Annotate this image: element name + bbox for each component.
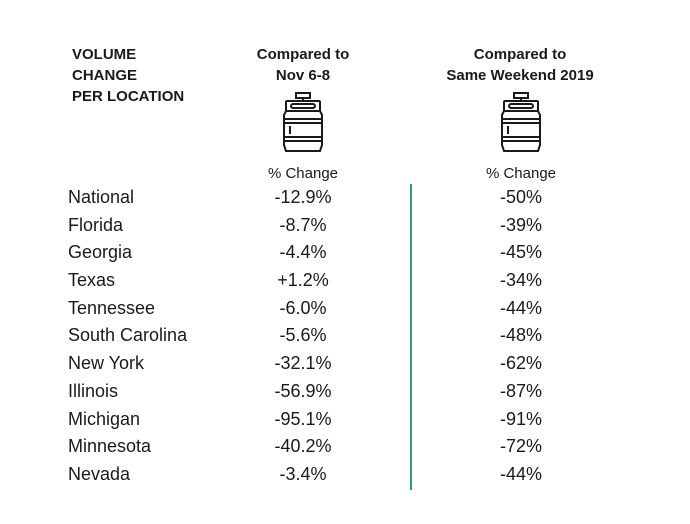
table-row: Florida -8.7% -39% [0,212,690,240]
title-line: CHANGE [72,67,138,84]
vs-nov-cell: -3.4% [279,463,327,484]
location-cell: Illinois [68,380,119,401]
column-divider [410,184,412,490]
table-row: Georgia -4.4% -45% [0,239,690,267]
column-subheader: % Change [485,165,557,182]
vs-nov-cell: -5.6% [279,325,327,346]
column-subheader: % Change [267,165,339,182]
vs-nov-cell: -4.4% [279,242,327,263]
column-header-nov: Compared to Nov 6-8 [228,44,378,86]
vs-nov-cell: -56.9% [274,380,332,401]
vs-nov-cell: -32.1% [274,353,332,374]
table-row: Minnesota -40.2% -72% [0,433,690,461]
location-cell: National [68,187,135,207]
column-header-line: Same Weekend 2019 [446,67,594,84]
vs-2019-cell: -62% [499,353,543,374]
data-table: National -12.9% -50% Florida -8.7% -39% Georgi… [0,184,690,489]
vs-2019-cell: -44% [499,463,543,484]
column-header-line: Nov 6-8 [275,67,331,84]
location-cell: Michigan [68,408,141,429]
vs-2019-cell: -50% [499,187,543,207]
table-row: Nevada -3.4% -44% [0,461,690,489]
table-row: Texas +1.2% -34% [0,267,690,295]
vs-2019-cell: -87% [499,380,543,401]
column-header-line: Compared to [256,46,350,63]
vs-nov-cell: -12.9% [274,187,332,207]
title-line: VOLUME [72,46,137,63]
table-row: South Carolina -5.6% -48% [0,322,690,350]
location-cell: Nevada [68,463,131,484]
vs-nov-cell: -6.0% [279,297,327,318]
location-cell: Tennessee [68,297,156,318]
table-row: Michigan -95.1% -91% [0,406,690,434]
vs-nov-cell: +1.2% [277,270,329,291]
table-title: VOLUME CHANGE PER LOCATION [72,44,232,107]
location-cell: Minnesota [68,436,152,457]
column-header-line: Compared to [473,46,567,63]
vs-2019-cell: -39% [499,214,543,235]
column-header-2019: Compared to Same Weekend 2019 [420,44,620,86]
table-row: National -12.9% -50% [0,184,690,212]
vs-nov-cell: -8.7% [279,214,327,235]
location-cell: New York [68,353,145,374]
table-row: New York -32.1% -62% [0,350,690,378]
location-cell: Georgia [68,242,133,263]
vs-2019-cell: -34% [499,270,543,291]
table-row: Illinois -56.9% -87% [0,378,690,406]
vs-2019-cell: -45% [499,242,543,263]
beer-keg-icon [501,92,541,152]
vs-2019-cell: -44% [499,297,543,318]
vs-nov-cell: -95.1% [274,408,332,429]
vs-2019-cell: -91% [499,408,543,429]
vs-2019-cell: -48% [499,325,543,346]
title-line: PER LOCATION [72,88,185,105]
location-cell: Texas [68,270,116,291]
vs-2019-cell: -72% [499,436,543,457]
beer-keg-icon [283,92,323,152]
vs-nov-cell: -40.2% [274,436,332,457]
table-row: Tennessee -6.0% -44% [0,295,690,323]
location-cell: South Carolina [68,325,188,346]
location-cell: Florida [68,214,124,235]
